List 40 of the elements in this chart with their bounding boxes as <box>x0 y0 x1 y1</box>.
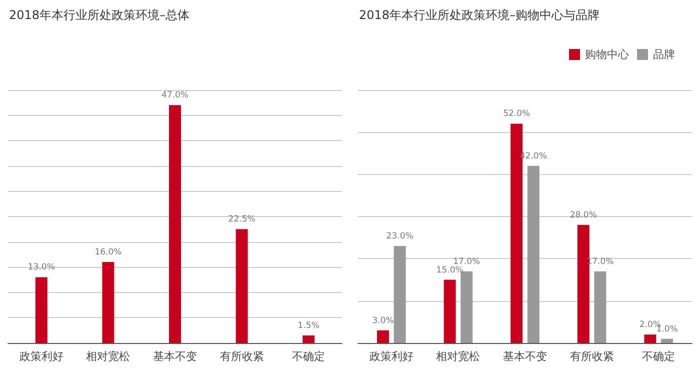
data-label: 1.5% <box>298 320 320 331</box>
data-label: 16.0% <box>94 248 122 258</box>
data-label: 15.0% <box>436 265 464 276</box>
x-tick-label: 有所收紧 <box>220 350 264 363</box>
bar <box>444 280 456 343</box>
legend-label: 品牌 <box>653 48 675 61</box>
bar <box>169 105 181 343</box>
bar <box>594 271 606 343</box>
legend-label: 购物中心 <box>585 48 629 61</box>
x-tick-label: 政策利好 <box>19 350 64 363</box>
bar <box>661 338 673 343</box>
data-label: 47.0% <box>161 90 189 101</box>
data-label: 22.5% <box>228 214 256 225</box>
bar <box>236 229 248 343</box>
data-label: 17.0% <box>453 256 480 267</box>
x-tick-label: 相对宽松 <box>86 350 130 363</box>
x-tick-label: 不确定 <box>292 350 326 363</box>
bar <box>644 334 656 343</box>
data-label: 1.0% <box>656 324 678 334</box>
bar <box>35 277 48 343</box>
bar <box>460 271 473 343</box>
x-tick-label: 基本不变 <box>153 350 197 363</box>
x-tick-label: 有所收紧 <box>570 350 614 363</box>
bar <box>577 224 590 343</box>
data-label: 23.0% <box>386 232 414 242</box>
bar <box>377 330 389 343</box>
x-tick-label: 政策利好 <box>369 350 414 363</box>
data-label: 3.0% <box>372 316 394 326</box>
bar <box>527 166 540 343</box>
x-tick-label: 相对宽松 <box>436 350 480 363</box>
data-label: 28.0% <box>570 210 597 220</box>
x-tick-label: 基本不变 <box>503 350 547 363</box>
bar <box>102 262 114 343</box>
chart-title: 2018年本行业所处政策环境–总体 <box>9 8 190 22</box>
data-label: 52.0% <box>503 109 530 120</box>
chart-title: 2018年本行业所处政策环境–购物中心与品牌 <box>359 8 600 22</box>
bar <box>394 246 406 343</box>
x-tick-label: 不确定 <box>642 350 676 363</box>
bar <box>302 335 315 343</box>
data-label: 13.0% <box>28 262 55 273</box>
